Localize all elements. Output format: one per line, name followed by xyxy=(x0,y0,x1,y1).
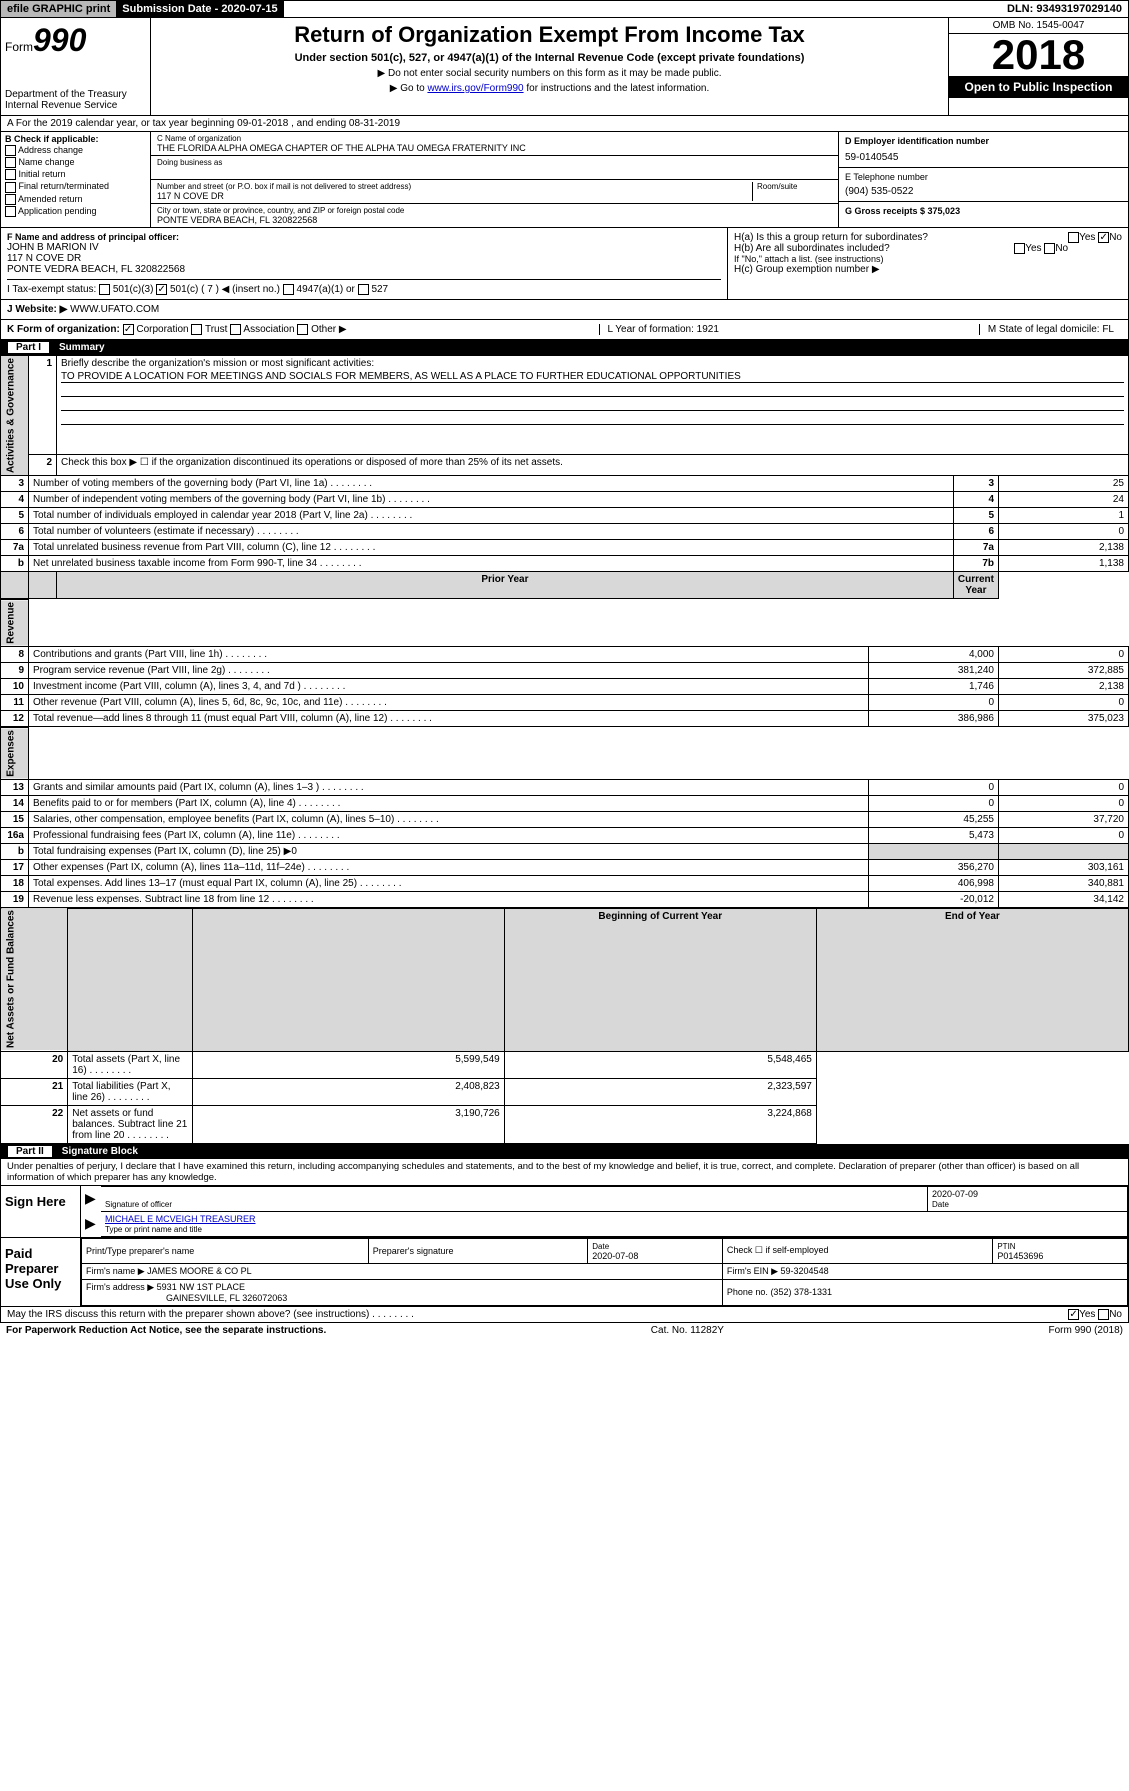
discuss-row: May the IRS discuss this return with the… xyxy=(0,1307,1129,1323)
part-1-header: Part I Summary xyxy=(0,340,1129,355)
firm-name: JAMES MOORE & CO PL xyxy=(147,1266,252,1276)
side-exp: Expenses xyxy=(1,728,29,780)
declaration-text: Under penalties of perjury, I declare th… xyxy=(0,1159,1129,1186)
form-subtitle: Under section 501(c), 527, or 4947(a)(1)… xyxy=(155,52,944,64)
submission-date: Submission Date - 2020-07-15 xyxy=(116,1,283,17)
ein-label: D Employer identification number xyxy=(845,136,1122,146)
chk-final-return-terminated[interactable]: Final return/terminated xyxy=(5,181,146,192)
chk-address-change[interactable]: Address change xyxy=(5,145,146,156)
side-net: Net Assets or Fund Balances xyxy=(1,908,68,1051)
revenue-table: Revenue 8Contributions and grants (Part … xyxy=(0,599,1129,727)
chk-discuss-no[interactable] xyxy=(1098,1309,1109,1320)
firm-phone: (352) 378-1331 xyxy=(770,1287,832,1297)
col-h-group: H(a) Is this a group return for subordin… xyxy=(728,228,1128,299)
paid-preparer-block: Paid Preparer Use Only Print/Type prepar… xyxy=(0,1238,1129,1307)
org-name-label: C Name of organization xyxy=(157,134,832,143)
irs-link[interactable]: www.irs.gov/Form990 xyxy=(427,83,523,94)
chk-form-3[interactable] xyxy=(297,324,308,335)
col-b-checkboxes: B Check if applicable: Address change Na… xyxy=(1,132,151,227)
ein-value: 59-0140545 xyxy=(845,152,1122,163)
website-value: WWW.UFATO.COM xyxy=(70,304,159,315)
sign-here-block: Sign Here ▶Signature of officer2020-07-0… xyxy=(0,1186,1129,1238)
tel-value: (904) 535-0522 xyxy=(845,186,1122,197)
chk-form-0[interactable]: ✓ xyxy=(123,324,134,335)
open-public-badge: Open to Public Inspection xyxy=(949,76,1128,98)
street-address: 117 N COVE DR xyxy=(157,191,752,201)
section-bcd: B Check if applicable: Address change Na… xyxy=(0,132,1129,228)
top-bar: efile GRAPHIC print Submission Date - 20… xyxy=(0,0,1129,18)
tel-label: E Telephone number xyxy=(845,172,1122,182)
ptin: P01453696 xyxy=(997,1251,1043,1261)
firm-addr: 5931 NW 1ST PLACE xyxy=(157,1282,245,1292)
sign-date: 2020-07-09 xyxy=(932,1189,978,1199)
note-link: ▶ Go to www.irs.gov/Form990 for instruct… xyxy=(155,83,944,94)
firm-ein: 59-3204548 xyxy=(781,1266,829,1276)
tax-year: 2018 xyxy=(949,34,1128,76)
line-2: Check this box ▶ ☐ if the organization d… xyxy=(57,454,1129,475)
side-rev: Revenue xyxy=(1,600,29,647)
expense-table: Expenses 13Grants and similar amounts pa… xyxy=(0,727,1129,908)
dln: DLN: 93493197029140 xyxy=(1001,1,1128,17)
chk-application-pending[interactable]: Application pending xyxy=(5,206,146,217)
note-ssn: ▶ Do not enter social security numbers o… xyxy=(155,68,944,79)
line-a: A For the 2019 calendar year, or tax yea… xyxy=(0,116,1129,132)
form-title: Return of Organization Exempt From Incom… xyxy=(155,22,944,48)
org-name: THE FLORIDA ALPHA OMEGA CHAPTER OF THE A… xyxy=(157,143,832,153)
side-gov: Activities & Governance xyxy=(1,356,29,476)
line-1-label: Briefly describe the organization's miss… xyxy=(61,358,374,369)
chk-form-2[interactable] xyxy=(230,324,241,335)
gross-receipts: G Gross receipts $ 375,023 xyxy=(845,206,1122,216)
prep-date: 2020-07-08 xyxy=(592,1251,638,1261)
summary-table: Activities & Governance 1 Briefly descri… xyxy=(0,355,1129,599)
efile-label[interactable]: efile GRAPHIC print xyxy=(1,1,116,17)
chk-form-1[interactable] xyxy=(191,324,202,335)
row-j-website: J Website: ▶ WWW.UFATO.COM xyxy=(0,300,1129,320)
officer-signer[interactable]: MICHAEL E MCVEIGH TREASURER xyxy=(105,1214,256,1224)
addr-label: Number and street (or P.O. box if mail i… xyxy=(157,182,752,191)
chk-initial-return[interactable]: Initial return xyxy=(5,169,146,180)
chk-501c3[interactable] xyxy=(99,284,110,295)
dept-label: Department of the Treasury Internal Reve… xyxy=(5,89,146,111)
chk-discuss-yes[interactable]: ✓ xyxy=(1068,1309,1079,1320)
tax-exempt-label: I Tax-exempt status: xyxy=(7,284,96,295)
row-fgh: F Name and address of principal officer:… xyxy=(0,228,1129,300)
page-footer: For Paperwork Reduction Act Notice, see … xyxy=(0,1323,1129,1338)
col-d-right: D Employer identification number 59-01405… xyxy=(838,132,1128,227)
dba-label: Doing business as xyxy=(157,158,832,167)
chk-name-change[interactable]: Name change xyxy=(5,157,146,168)
part-2-header: Part II Signature Block xyxy=(0,1144,1129,1159)
chk-4947[interactable] xyxy=(283,284,294,295)
form-header: Form990 Department of the Treasury Inter… xyxy=(0,18,1129,116)
city-state-zip: PONTE VEDRA BEACH, FL 320822568 xyxy=(157,215,832,225)
state-domicile: M State of legal domicile: FL xyxy=(979,324,1122,335)
group-exemption: H(c) Group exemption number ▶ xyxy=(734,264,1122,275)
city-label: City or town, state or province, country… xyxy=(157,206,832,215)
mission-text: TO PROVIDE A LOCATION FOR MEETINGS AND S… xyxy=(61,371,1124,383)
col-f-officer: F Name and address of principal officer:… xyxy=(1,228,728,299)
chk-501c[interactable]: ✓ xyxy=(156,284,167,295)
sign-here-label: Sign Here xyxy=(1,1186,81,1237)
chk-527[interactable] xyxy=(358,284,369,295)
col-c-org: C Name of organizationTHE FLORIDA ALPHA … xyxy=(151,132,838,227)
paid-preparer-label: Paid Preparer Use Only xyxy=(1,1238,81,1306)
col-b-header: B Check if applicable: xyxy=(5,134,146,144)
year-formation: L Year of formation: 1921 xyxy=(599,324,727,335)
officer-name: JOHN B MARION IV xyxy=(7,242,721,253)
chk-amended-return[interactable]: Amended return xyxy=(5,194,146,205)
form-number: Form990 xyxy=(5,22,146,59)
row-k: K Form of organization: ✓ Corporation Tr… xyxy=(0,320,1129,340)
netassets-table: Net Assets or Fund Balances Beginning of… xyxy=(0,908,1129,1144)
